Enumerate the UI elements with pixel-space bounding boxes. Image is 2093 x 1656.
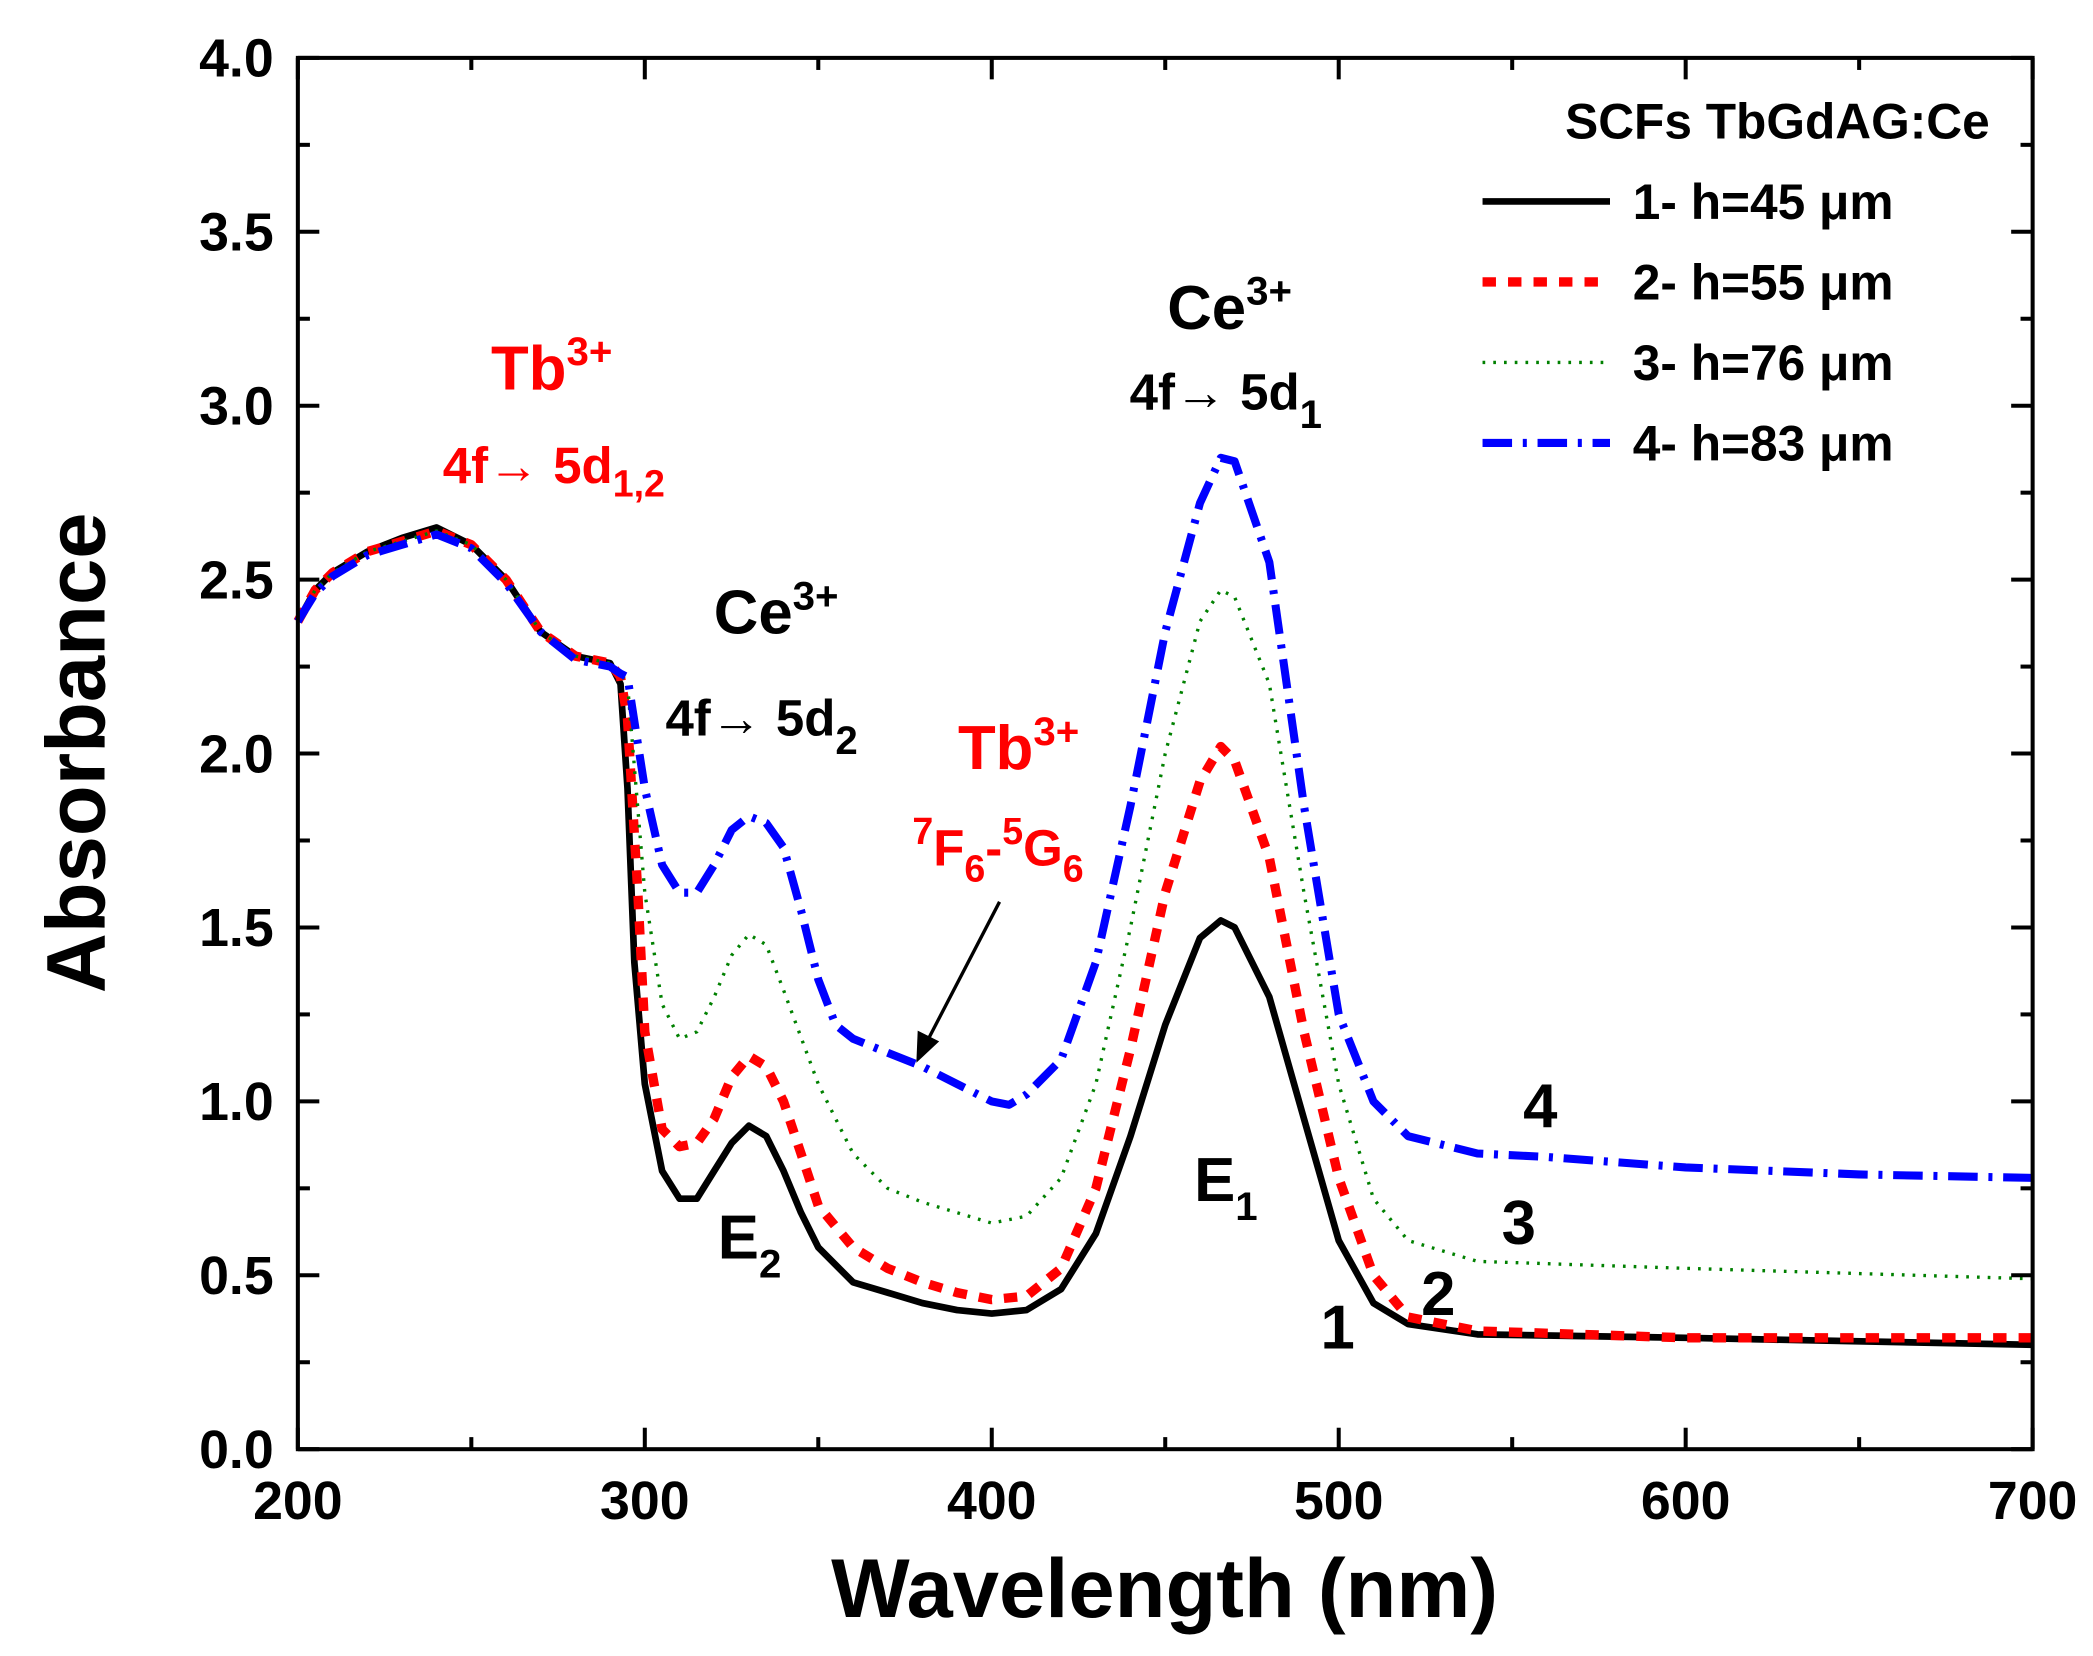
x-tick-label: 300 — [600, 1471, 690, 1531]
curve-label-4: 4 — [1523, 1072, 1557, 1141]
annotation-tb-fg: Tb3+ — [958, 709, 1079, 783]
ticks: 200 300 400 500 600 700 0.0 0.5 1.0 1.5 2.0 2.5 3.0 3… — [199, 29, 2077, 1531]
y-tick-label: 4.0 — [199, 29, 274, 89]
annotation-tb-uv: Tb3+ — [491, 329, 612, 403]
series-line-4 — [294, 453, 2033, 1182]
y-axis-label: Absorbance — [30, 513, 123, 994]
y-tick-label: 1.0 — [199, 1072, 274, 1132]
y-tick-label: 0.0 — [199, 1420, 274, 1480]
annotation-e2: E2 — [718, 1204, 782, 1287]
annotation-e1: E1 — [1194, 1146, 1258, 1229]
annotation-ce-d2: Ce3+ — [714, 573, 839, 647]
annotation-ce-d1: Ce3+ — [1167, 269, 1292, 343]
y-tick-label: 0.5 — [199, 1246, 274, 1306]
curve-label-1: 1 — [1320, 1294, 1354, 1363]
legend-label-4: 4- h=83 μm — [1633, 415, 1894, 471]
x-tick-label: 400 — [947, 1471, 1037, 1531]
y-tick-label: 1.5 — [199, 898, 274, 958]
curve-label-2: 2 — [1421, 1260, 1455, 1329]
legend-title: SCFs TbGdAG:Ce — [1565, 93, 1990, 149]
y-tick-label: 3.5 — [199, 203, 274, 263]
annotations: Tb3+ 4f→ 5d1,2 Ce3+ 4f→ 5d2 Tb3+ 7F6-5G6… — [443, 269, 1558, 1363]
x-tick-label: 600 — [1641, 1471, 1731, 1531]
y-tick-label: 2.5 — [199, 550, 274, 610]
annotation-tb-fg-transition: 7F6-5G6 — [912, 810, 1083, 890]
legend-label-1: 1- h=45 μm — [1633, 174, 1894, 230]
curves — [293, 453, 2033, 1349]
y-tick-label: 3.0 — [199, 376, 274, 436]
curve-label-3: 3 — [1502, 1189, 1536, 1258]
legend: SCFs TbGdAG:Ce 1- h=45 μm 2- h=55 μm 3- h=… — [1482, 93, 1990, 471]
x-axis-label: Wavelength (nm) — [831, 1542, 1498, 1635]
x-tick-label: 500 — [1294, 1471, 1384, 1531]
y-tick-label: 2.0 — [199, 724, 274, 784]
annotation-tb-uv-transition: 4f→ 5d1,2 — [443, 437, 665, 504]
legend-label-3: 3- h=76 μm — [1633, 335, 1894, 391]
series-line-3 — [296, 529, 2033, 1281]
x-tick-label: 200 — [253, 1471, 343, 1531]
annotation-ce-d1-transition: 4f→ 5d1 — [1130, 363, 1322, 437]
legend-label-2: 2- h=55 μm — [1633, 254, 1894, 310]
annotation-arrow — [916, 901, 1002, 1063]
x-tick-label: 700 — [1988, 1471, 2078, 1531]
annotation-ce-d2-transition: 4f→ 5d2 — [665, 689, 857, 763]
